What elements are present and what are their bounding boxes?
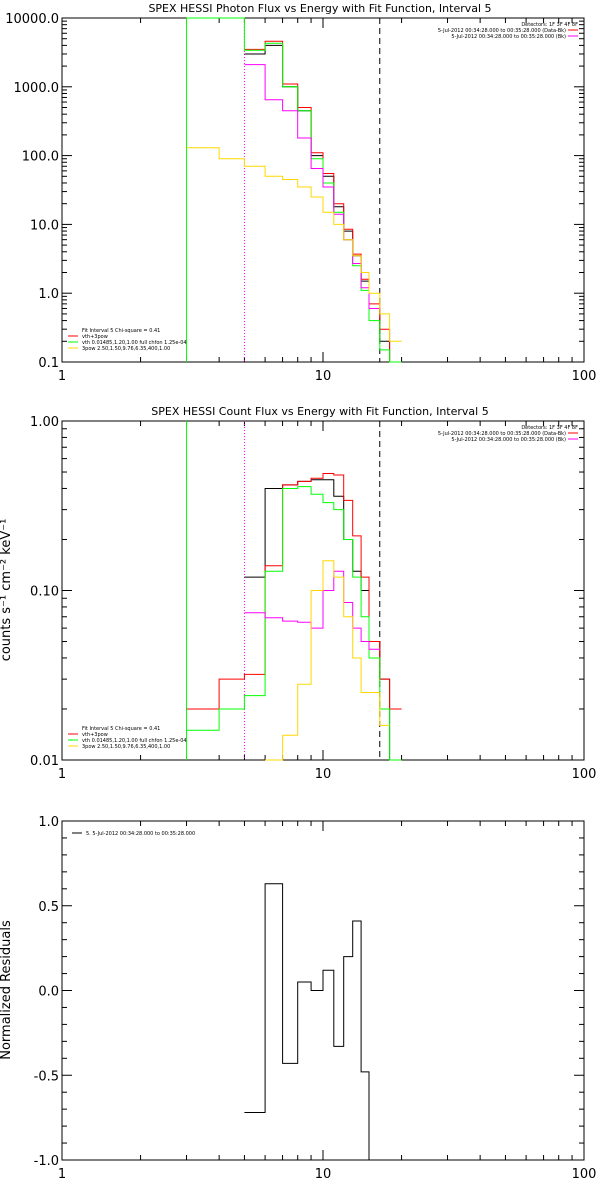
legend-bottom-entry: vth+3pow bbox=[82, 732, 108, 738]
y-tick-label: 1.00 bbox=[30, 415, 59, 430]
legend-bottom-entry: Fit Interval 5 Chi-square = 0.41 bbox=[82, 726, 160, 732]
legend-bottom-entry: 3pow 2.50,1.50,9.76,6.35,400,1.00 bbox=[82, 744, 170, 750]
panel1-plot-area: 1 10 100 0.1 1.0 10.0 100.0 1000.0 10000.0 Detect… bbox=[5, 12, 596, 384]
y-tick-label: 10.0 bbox=[30, 218, 59, 233]
series-magenta-line bbox=[244, 570, 380, 650]
photon-flux-panel: SPEX HESSI Photon Flux vs Energy with Fi… bbox=[5, 2, 596, 384]
legend-bottom-entry: 3pow 2.50,1.50,9.76,6.35,400,1.00 bbox=[82, 346, 170, 352]
x-tick-label: 100 bbox=[572, 767, 597, 782]
legend-bottom-entry: vth+3pow bbox=[82, 334, 108, 340]
legend-top-entry: Detectors: 1F 3F 4F 8F bbox=[521, 22, 578, 28]
y-tick-label: 0.5 bbox=[38, 900, 59, 915]
legend-bottom-entry: vth 0.01485,1.20,1.00 full chfon 1.25e-0… bbox=[82, 340, 187, 346]
series-magenta-line bbox=[244, 64, 380, 309]
series-green-line bbox=[186, 17, 402, 363]
series-yellow-line bbox=[265, 560, 390, 761]
y-tick-label: -1.0 bbox=[34, 1154, 59, 1169]
residuals-panel: Normalized Residuals 1 10 100 -1.0 -0.5 0.0 0.… bbox=[0, 815, 596, 1182]
panel3-plot-area: 1 10 100 -1.0 -0.5 0.0 0.5 1.0 5. 5-Jul-2012 00:… bbox=[34, 815, 597, 1182]
legend-entry: 5. 5-Jul-2012 00:34:28.000 to 00:35:28.0… bbox=[86, 831, 195, 837]
x-tick-label: 1 bbox=[58, 767, 66, 782]
y-tick-label: -0.5 bbox=[34, 1069, 59, 1084]
x-tick-label: 10 bbox=[315, 369, 332, 384]
legend-top-entry: 5-Jul-2012 00:34:28.000 to 00:35:28.000 … bbox=[451, 437, 566, 443]
series-green-line bbox=[186, 486, 402, 761]
y-tick-label: 0.0 bbox=[38, 985, 59, 1000]
x-tick-label: 1 bbox=[58, 1167, 66, 1182]
legend-bottom-entry: Fit Interval 5 Chi-square = 0.41 bbox=[82, 328, 160, 334]
y-tick-label: 1000.0 bbox=[14, 81, 60, 96]
series-yellow-line bbox=[186, 147, 402, 342]
x-tick-label: 100 bbox=[572, 369, 597, 384]
legend-top-entry: 5-Jul-2012 00:34:28.000 to 00:35:28.000 … bbox=[438, 28, 566, 34]
x-tick-label: 1 bbox=[58, 369, 66, 384]
series-red-line bbox=[186, 473, 402, 710]
series-red-line bbox=[244, 40, 402, 363]
y-tick-label: 1.0 bbox=[38, 287, 59, 302]
panel2-plot-area: 1 10 100 0.01 0.10 1.00 Detectors: 1F 3F 4F 8F… bbox=[30, 415, 596, 782]
panel1-axes-frame bbox=[61, 17, 585, 363]
panel2-title: SPEX HESSI Count Flux vs Energy with Fit… bbox=[151, 405, 488, 418]
legend-top-entry: 5-Jul-2012 00:34:28.000 to 00:35:28.000 … bbox=[438, 431, 566, 437]
panel2-y-axis-label: counts s⁻¹ cm⁻² keV⁻¹ bbox=[0, 519, 14, 662]
legend-top-entry: 5-Jul-2012 00:34:28.000 to 00:35:28.000 … bbox=[451, 34, 566, 40]
y-tick-label: 0.10 bbox=[30, 585, 59, 600]
y-tick-label: 10000.0 bbox=[5, 12, 59, 27]
x-tick-label: 100 bbox=[572, 1167, 597, 1182]
x-tick-label: 10 bbox=[315, 767, 332, 782]
series-residuals-line bbox=[244, 883, 380, 1161]
y-tick-label: 0.1 bbox=[38, 356, 59, 371]
legend-bottom-entry: vth 0.01485,1.20,1.00 full chfon 1.25e-0… bbox=[82, 738, 187, 744]
y-tick-label: 100.0 bbox=[22, 150, 59, 165]
x-tick-label: 10 bbox=[315, 1167, 332, 1182]
panel3-y-axis-label: Normalized Residuals bbox=[0, 920, 14, 1060]
count-flux-panel: SPEX HESSI Count Flux vs Energy with Fit… bbox=[0, 405, 596, 782]
y-tick-label: 1.0 bbox=[38, 815, 59, 830]
y-tick-label: 0.01 bbox=[30, 754, 59, 769]
panel1-title: SPEX HESSI Photon Flux vs Energy with Fi… bbox=[148, 2, 491, 15]
legend-top-entry: Detectors: 1F 3F 4F 8F bbox=[521, 425, 578, 431]
